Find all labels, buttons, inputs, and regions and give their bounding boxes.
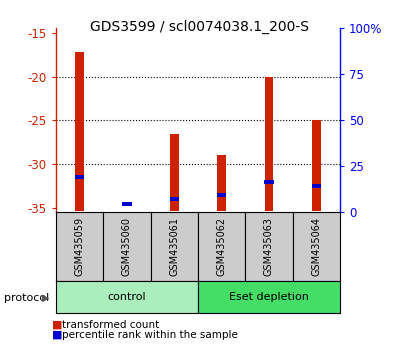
- Bar: [170, 197, 179, 201]
- Bar: [264, 180, 274, 184]
- Bar: [75, 175, 84, 179]
- Text: GSM435060: GSM435060: [122, 217, 132, 276]
- Text: control: control: [108, 292, 146, 302]
- Text: ▶: ▶: [42, 293, 50, 303]
- Text: Eset depletion: Eset depletion: [229, 292, 309, 302]
- Text: GSM435062: GSM435062: [217, 217, 227, 276]
- Bar: [122, 202, 132, 206]
- Text: GSM435064: GSM435064: [311, 217, 321, 276]
- Text: GSM435063: GSM435063: [264, 217, 274, 276]
- Bar: [312, 184, 321, 188]
- Text: GSM435059: GSM435059: [75, 217, 85, 276]
- Text: protocol: protocol: [4, 293, 49, 303]
- Text: transformed count: transformed count: [62, 320, 159, 330]
- Bar: [312, 120, 320, 211]
- Text: ■: ■: [52, 330, 62, 339]
- Text: GSM435061: GSM435061: [169, 217, 179, 276]
- Text: percentile rank within the sample: percentile rank within the sample: [62, 330, 238, 339]
- Bar: [265, 76, 273, 211]
- Bar: [170, 133, 178, 211]
- Bar: [76, 52, 84, 211]
- Text: ■: ■: [52, 320, 62, 330]
- Text: GDS3599 / scl0074038.1_200-S: GDS3599 / scl0074038.1_200-S: [90, 19, 310, 34]
- Bar: [217, 193, 226, 197]
- Bar: [218, 155, 226, 211]
